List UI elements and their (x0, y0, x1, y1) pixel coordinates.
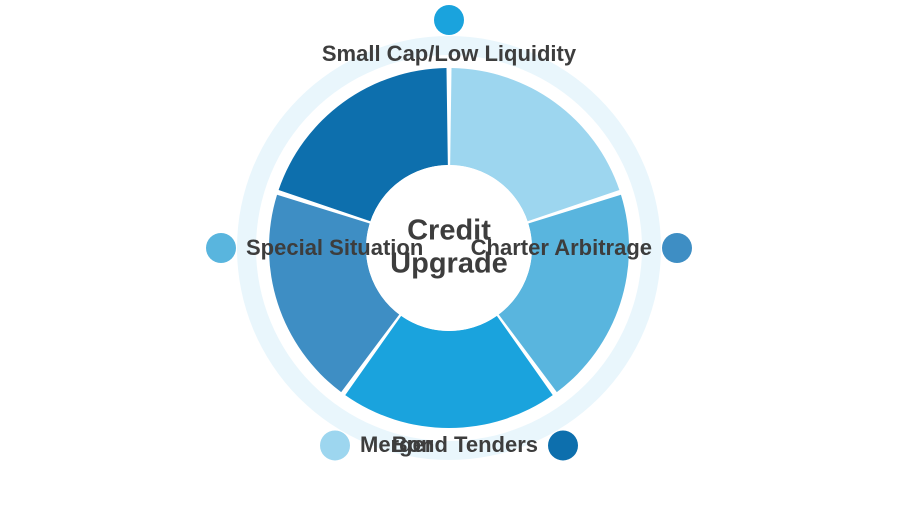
legend-dot (206, 233, 236, 263)
legend-dot (320, 430, 350, 460)
donut-chart-svg (0, 0, 900, 528)
donut-hole (366, 165, 532, 331)
legend-dot (548, 430, 578, 460)
legend-dot (434, 5, 464, 35)
credit-upgrade-diagram: Credit Upgrade Bond TendersMergerSpecial… (0, 0, 900, 528)
legend-dot (662, 233, 692, 263)
